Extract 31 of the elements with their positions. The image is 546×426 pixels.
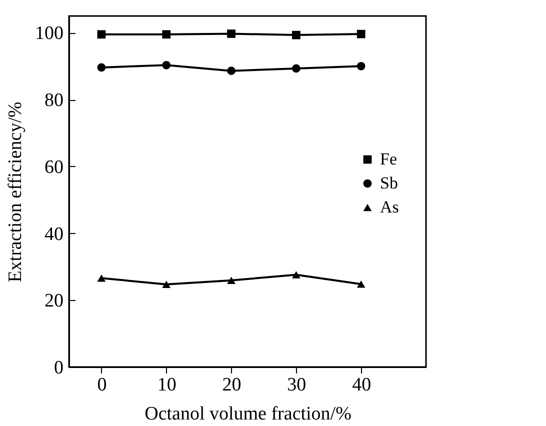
point bbox=[97, 63, 106, 72]
point bbox=[227, 30, 236, 38]
point bbox=[227, 66, 236, 75]
x-tick-label: 0 bbox=[97, 374, 107, 396]
legend-label: Fe bbox=[380, 150, 397, 168]
point bbox=[97, 274, 106, 282]
point bbox=[162, 30, 171, 39]
legend-label: Sb bbox=[380, 174, 398, 192]
x-tick-label: 10 bbox=[157, 374, 176, 396]
y-axis-title: Extraction efficiency/% bbox=[5, 102, 26, 282]
legend-label: As bbox=[380, 198, 399, 216]
x-tick-label: 30 bbox=[287, 374, 306, 396]
x-tick-label: 40 bbox=[352, 374, 372, 396]
y-tick-label: 60 bbox=[44, 156, 64, 178]
point bbox=[356, 280, 366, 288]
x-tick-label: 20 bbox=[222, 374, 242, 396]
y-tick-label: 0 bbox=[54, 358, 64, 378]
point bbox=[292, 30, 300, 40]
y-tick-label: 80 bbox=[44, 90, 64, 112]
point bbox=[292, 271, 300, 278]
point bbox=[227, 276, 236, 284]
y-tick-label: 100 bbox=[35, 23, 64, 44]
y-tick-label: 20 bbox=[44, 290, 64, 312]
point bbox=[162, 280, 171, 288]
x-axis-title: Octanol volume fraction/% bbox=[144, 404, 352, 424]
point bbox=[356, 62, 366, 70]
point bbox=[162, 60, 171, 70]
point bbox=[292, 64, 300, 73]
point bbox=[356, 30, 366, 38]
point bbox=[97, 30, 106, 39]
y-tick-label: 40 bbox=[44, 224, 64, 245]
